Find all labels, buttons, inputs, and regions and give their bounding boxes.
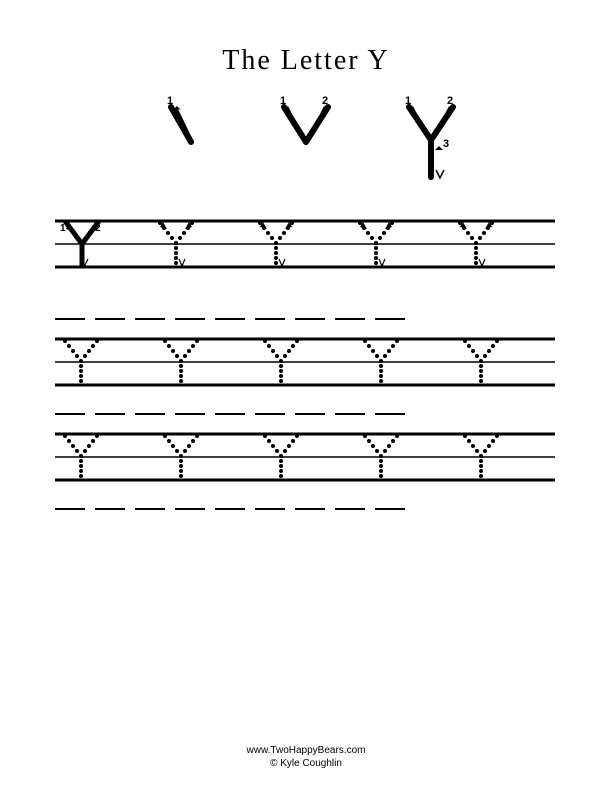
footer-url: www.TwoHappyBears.com bbox=[0, 744, 612, 757]
blank-line-2 bbox=[55, 403, 557, 425]
practice-row-3 bbox=[55, 430, 557, 490]
footer: www.TwoHappyBears.com © Kyle Coughlin bbox=[0, 744, 612, 770]
title-text: The Letter Y bbox=[222, 45, 390, 76]
svg-text:2: 2 bbox=[290, 217, 296, 218]
row1-lines: 1 2 1 2 bbox=[55, 217, 555, 295]
dotted-y-set-3 bbox=[63, 434, 499, 478]
svg-text:2: 2 bbox=[390, 217, 396, 218]
practice-row-2 bbox=[55, 335, 557, 395]
row3-lines bbox=[55, 430, 555, 485]
svg-text:2: 2 bbox=[490, 217, 496, 218]
dotted-y-set-2 bbox=[63, 339, 499, 383]
stroke-num-3: 3 bbox=[443, 138, 449, 150]
svg-text:1: 1 bbox=[355, 217, 361, 218]
practice-area: 1 2 1 2 bbox=[55, 217, 557, 520]
step-3: 1 2 3 bbox=[391, 92, 471, 182]
step-2: 1 2 bbox=[266, 92, 346, 182]
svg-text:1: 1 bbox=[155, 217, 161, 218]
dotted-y-set-1: 1 2 1 2 bbox=[155, 217, 496, 266]
svg-text:1: 1 bbox=[455, 217, 461, 218]
row2-lines bbox=[55, 335, 555, 390]
svg-text:2: 2 bbox=[190, 217, 196, 218]
practice-row-1: 1 2 1 2 bbox=[55, 217, 557, 300]
blank-line-3 bbox=[55, 498, 557, 520]
footer-copyright: © Kyle Coughlin bbox=[0, 757, 612, 770]
step-1: 1 bbox=[141, 92, 221, 182]
stroke-steps: 1 1 2 1 2 3 bbox=[55, 92, 557, 182]
svg-text:1: 1 bbox=[255, 217, 261, 218]
blank-line-1 bbox=[55, 308, 557, 330]
page-title: The Letter Y bbox=[55, 45, 557, 77]
